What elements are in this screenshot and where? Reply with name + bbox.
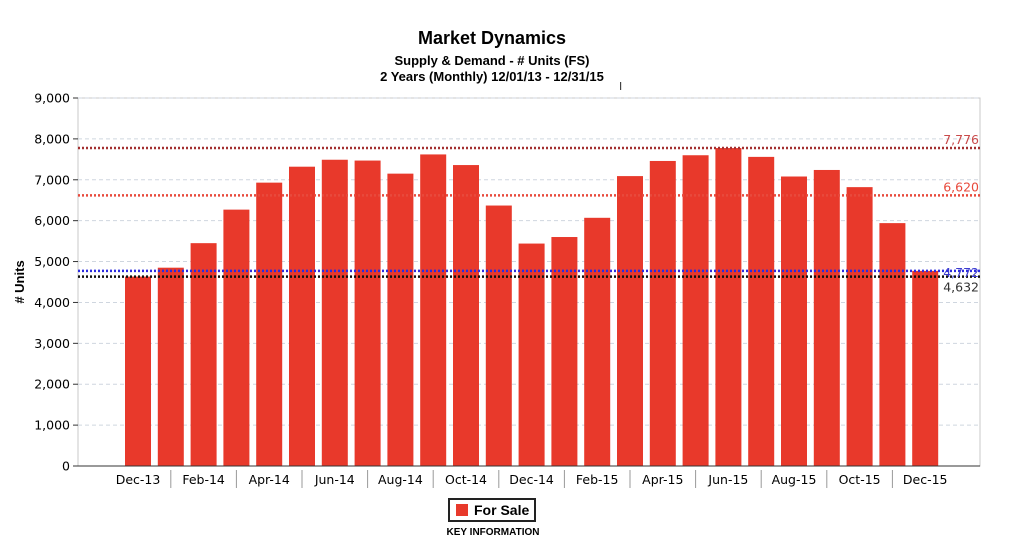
bar-Jul-15 [748,156,775,466]
x-tick-label: Apr-15 [642,472,683,487]
bar-Apr-15 [649,160,676,467]
chart-title: Market Dynamics [417,28,567,48]
bar-May-15 [682,155,709,466]
y-tick-label: 6,000 [34,213,70,228]
text-cursor-icon: I [619,80,623,93]
bar-Sep-14 [420,154,447,466]
reference-label-6620: 6,620 [943,179,979,194]
x-tick-label: Dec-13 [116,472,161,487]
bar-May-14 [289,166,315,466]
bar-Feb-15 [584,217,611,466]
axes: 0 1,000 2,000 3,000 4,000 5,000 6,000 7,000 8,00… [34,91,980,488]
x-tick-label: Oct-15 [839,472,881,487]
x-tick-label: Apr-14 [249,472,290,487]
bar-Dec-13 [125,276,151,466]
legend: For Sale [448,498,536,522]
y-tick-label: 7,000 [34,172,70,187]
y-tick-label: 4,000 [34,295,70,310]
x-tick-label: Oct-14 [445,472,487,487]
bar-Jul-14 [354,160,381,466]
bar-Sep-15 [813,169,840,466]
chart-subtitle: Supply & Demand - # Units (FS) [394,53,590,68]
reference-label-4632: 4,632 [943,280,979,295]
key-information-label: KEY INFORMATION [446,527,540,538]
legend-label-for-sale: For Sale [474,502,530,518]
x-tick-label: Jun-14 [314,472,355,487]
y-tick-label: 8,000 [34,131,70,146]
bar-Nov-14 [485,205,512,466]
bar-Jun-14 [321,159,348,466]
y-tick-label: 2,000 [34,377,70,392]
y-tick-label: 0 [62,459,70,474]
y-tick-label: 9,000 [34,91,70,106]
chart-date-range: 2 Years (Monthly) 12/01/13 - 12/31/15 [380,69,604,84]
bar-Feb-14 [190,243,217,466]
reference-label-4772: 4,772 [943,265,979,280]
bars [125,148,939,467]
bar-Jan-15 [551,237,578,466]
y-tick-label: 3,000 [34,336,70,351]
y-axis-label: # Units [12,260,27,303]
x-tick-label: Aug-15 [772,472,817,487]
reference-label-7776: 7,776 [943,132,979,147]
bar-Jan-14 [157,267,184,466]
x-tick-label: Feb-14 [182,472,225,487]
x-tick-label: Dec-14 [509,472,554,487]
bar-Dec-15 [912,270,939,466]
legend-swatch-for-sale [456,504,468,516]
x-tick-label: Jun-15 [707,472,748,487]
bar-Mar-14 [223,209,250,467]
x-tick-label: Feb-15 [576,472,619,487]
bar-Oct-15 [846,187,873,467]
y-tick-label: 1,000 [34,418,70,433]
bar-Jun-15 [715,148,742,466]
bar-Mar-15 [617,176,643,466]
bar-Dec-14 [518,243,545,466]
bar-Apr-14 [256,182,283,466]
x-tick-label: Dec-15 [903,472,948,487]
bar-Nov-15 [879,223,906,466]
bar-Aug-14 [387,173,414,466]
y-tick-label: 5,000 [34,254,70,269]
bar-Aug-15 [781,176,807,467]
bar-Oct-14 [453,165,479,466]
x-tick-label: Aug-14 [378,472,423,487]
